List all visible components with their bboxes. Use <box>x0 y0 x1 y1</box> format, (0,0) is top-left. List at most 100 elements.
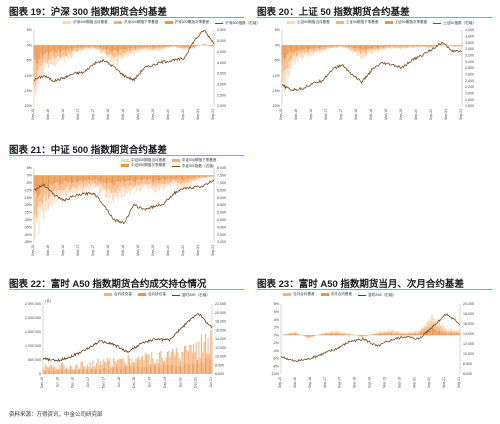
y-tick-label: 4% <box>274 318 280 322</box>
basis-series <box>281 43 463 93</box>
y-tick-label: 1,500,000 <box>25 330 41 334</box>
y2-tick-label: 2,800 <box>465 66 474 70</box>
y2-tick-label: 18,000 <box>463 312 474 316</box>
x-tick-label: Sep-21 <box>211 245 215 256</box>
x-tick-label: Sep-20 <box>181 109 185 120</box>
y2-tick-label: 14,000 <box>463 332 474 336</box>
chart-title-22: 图表 22：富时 A50 指数期货合约成交持仓情况 <box>9 279 207 290</box>
legend-19: 沪深300期指当月基差 沪深300期指下季基差 沪深300期指次季基差 沪深30… <box>63 20 265 26</box>
legend-21: 中证500期指当月基差 中证500期指下季基差 中证500期指次季基差 中证50… <box>121 158 231 169</box>
x-tick-label: Mar-19 <box>136 245 140 256</box>
x-tick-label: Mar-18 <box>106 109 110 120</box>
x-tick-label: Dec-16 <box>71 377 75 388</box>
y-tick-label: -2% <box>273 341 280 345</box>
y2-tick-label: 6,000 <box>463 372 472 376</box>
y-tick-label: -10% <box>271 372 280 376</box>
x-tick-label: Mar-16 <box>294 109 298 120</box>
x-tick-label: Mar-21 <box>442 377 446 388</box>
x-tick-label: Sep-17 <box>91 245 95 256</box>
y2-tick-label: 3,200 <box>465 54 474 58</box>
x-tick-label: Mar-16 <box>46 245 50 256</box>
y-tick-label: 0% <box>27 174 33 178</box>
y-tick-label: 6% <box>274 310 280 314</box>
chart-title-21: 图表 21：中证 500 指数期货合约基差 <box>9 145 167 156</box>
y2-tick-label: 8,000 <box>217 166 226 170</box>
y-tick-label: -10% <box>24 74 33 78</box>
x-tick-label: Mar-17 <box>76 109 80 120</box>
chart-title-20: 图表 20：上证 50 指数期货合约基差 <box>257 7 410 18</box>
y2-tick-label: 6,500 <box>217 188 226 192</box>
x-tick-label: Mar-20 <box>166 245 170 256</box>
legend-item: 次月合约基差 <box>320 292 352 297</box>
x-tick-label: Sep-19 <box>151 245 155 256</box>
y2-tick-label: 14,000 <box>215 337 226 341</box>
chart-panel-20: 图表 20：上证 50 指数期货合约基差 上证50期指当月基差 上证50期指下季… <box>257 4 492 144</box>
legend-item: 中证500期指当月基差 <box>121 158 166 163</box>
index-line <box>33 179 215 225</box>
index-line <box>281 41 463 92</box>
x-tick-label: Sep-16 <box>61 109 65 120</box>
x-tick-label: Mar-20 <box>414 109 418 120</box>
x-tick-label: Sep-18 <box>369 109 373 120</box>
x-tick-label: Sep-17 <box>91 109 95 120</box>
x-tick-label: Mar-21 <box>196 109 200 120</box>
y-tick-label: -8% <box>273 364 280 368</box>
y2-tick-label: 18,000 <box>215 320 226 324</box>
y2-tick-label: 20,000 <box>463 302 474 306</box>
x-tick-label: Sep-15 <box>31 109 35 120</box>
x-tick-label: Mar-21 <box>196 245 200 256</box>
y2-tick-label: 16,000 <box>463 322 474 326</box>
y2-tick-label: 3,000 <box>217 82 226 86</box>
y-tick-label: 5% <box>275 28 281 32</box>
index-line <box>280 313 461 362</box>
x-tick-label: Mar-17 <box>324 109 328 120</box>
title-rule <box>9 155 244 156</box>
legend-item: 当月合约基差 <box>283 292 315 297</box>
y2-tick-label: 8,000 <box>215 363 224 367</box>
y-tick-label: 2,500,000 <box>25 302 41 306</box>
x-tick-label: Jun-19 <box>148 377 152 387</box>
legend-item: 中证500期指次季基差 <box>121 163 166 168</box>
chart-plot-20: 5% 0% -5% -10% -15% -20% 4,000 3,800 3,600 3,400 3… <box>272 28 474 120</box>
x-tick-label: Sep-21 <box>211 109 215 120</box>
y2-tick-label: 12,000 <box>463 342 474 346</box>
y-tick-label: 2% <box>274 326 280 330</box>
y2-tick-label: 3,500 <box>217 233 226 237</box>
x-tick-label: Mar-21 <box>444 109 448 120</box>
y2-tick-label: 2,000 <box>465 92 474 96</box>
legend-item: 上证50指数（右轴） <box>433 21 476 26</box>
x-tick-label: Jun-16 <box>55 377 59 387</box>
y2-tick-label: 6,000 <box>217 196 226 200</box>
y2-tick-label: 2,600 <box>465 73 474 77</box>
x-tick-label: Sep-19 <box>397 377 401 388</box>
x-tick-label: Dec-15 <box>40 377 44 388</box>
x-tick-label: Sep-16 <box>61 245 65 256</box>
y-tick-label: -25% <box>24 211 33 215</box>
y2-tick-label: 2,400 <box>465 79 474 83</box>
x-tick-label: Dec-20 <box>194 377 198 388</box>
y-tick-label: -15% <box>24 196 33 200</box>
x-tick-label: Dec-17 <box>101 377 105 388</box>
x-tick-label: Sep-18 <box>368 377 372 388</box>
y-tick-label: -5% <box>274 59 281 63</box>
x-tick-label: Jun-18 <box>117 377 121 387</box>
legend-item: 沪深300期指下季基差 <box>113 20 159 25</box>
legend-item: 富时A50（右轴） <box>171 293 210 298</box>
x-tick-label: Sep-16 <box>309 109 313 120</box>
legend-item: 沪深300期指次季基差 <box>164 20 209 25</box>
chart-plot-23: 8% 6% 4% 2% 0% -2% -4% -6% -8% -10% 20,000 18,000 16… <box>271 302 474 388</box>
chart-plot-21: 5% 0% -5% -10% -15% -20% -25% -30% -35% -40% -45% 8… <box>24 166 226 256</box>
legend-item: 富时A50（右轴） <box>358 293 396 298</box>
legend-item: 中证500指数（右轴） <box>171 164 217 169</box>
y2-tick-label: 7,000 <box>217 181 226 185</box>
legend-23: 当月合约基差 次月合约基差 富时A50（右轴） <box>283 292 401 298</box>
x-tick-label: Sep-15 <box>31 245 35 256</box>
y2-tick-label: 4,500 <box>217 218 226 222</box>
legend-item: 沪深300指数（右轴） <box>215 21 260 26</box>
y-tick-label: -15% <box>24 89 33 93</box>
y-tick-label: 500,000 <box>28 358 41 362</box>
y2-tick-label: 10,000 <box>463 352 474 356</box>
y-tick-label: -40% <box>24 233 33 237</box>
source-note: 资料来源：万得资讯，中金公司研究部 <box>9 412 103 418</box>
y2-tick-label: 5,500 <box>217 28 226 32</box>
